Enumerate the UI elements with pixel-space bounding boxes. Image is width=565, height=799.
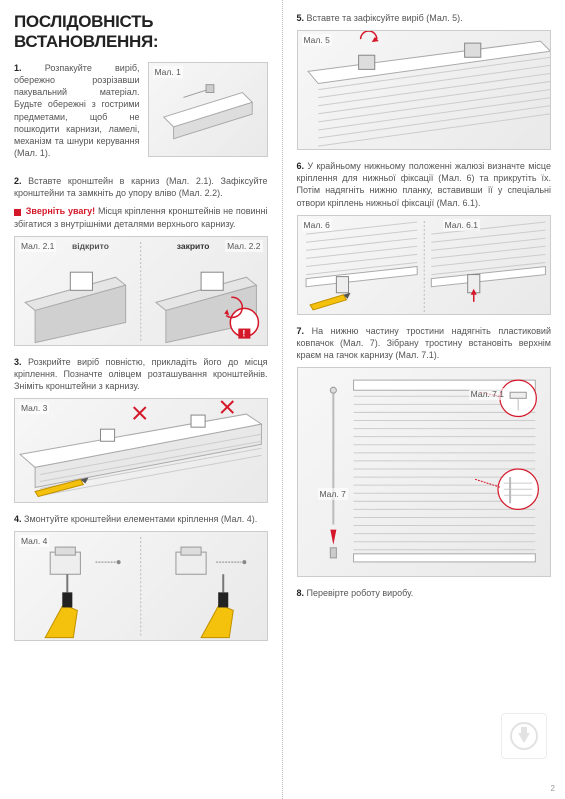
step-4-text: 4. Змонтуйте кронштейни елементами кріпл… xyxy=(14,513,268,525)
step-3-text: 3. Розкрийте виріб повністю, прикладіть … xyxy=(14,356,268,392)
step-8-body: Перевірте роботу виробу. xyxy=(307,588,414,598)
step-5-body: Вставте та зафіксуйте виріб (Мал. 5). xyxy=(307,13,463,23)
figure-4-label: Мал. 4 xyxy=(19,535,49,547)
step-1-body: Розпакуйте виріб, обережно розрізавши па… xyxy=(14,63,140,158)
figure-22-label: Мал. 2.2 xyxy=(225,240,262,252)
step-5: 5. Вставте та зафіксуйте виріб (Мал. 5).… xyxy=(297,12,552,150)
figure-7: Мал. 7 Мал. 7.1 xyxy=(297,367,552,577)
step-3-body: Розкрийте виріб повністю, прикладіть йог… xyxy=(14,357,268,391)
step-2-text: 2. Вставте кронштейн в карниз (Мал. 2.1)… xyxy=(14,175,268,199)
figure-4: Мал. 4 xyxy=(14,531,268,641)
step-5-num: 5. xyxy=(297,13,305,23)
figure-7-label: Мал. 7 xyxy=(318,488,348,500)
step-4-body: Змонтуйте кронштейни елементами кріпленн… xyxy=(24,514,257,524)
warning-icon xyxy=(14,209,21,216)
figure-6: Мал. 6 Мал. 6.1 xyxy=(297,215,552,315)
figure-71-label: Мал. 7.1 xyxy=(469,388,506,400)
step-4: 4. Змонтуйте кронштейни елементами кріпл… xyxy=(14,513,268,641)
right-column: 5. Вставте та зафіксуйте виріб (Мал. 5).… xyxy=(283,0,565,799)
step-5-text: 5. Вставте та зафіксуйте виріб (Мал. 5). xyxy=(297,12,552,24)
step-2: 2. Вставте кронштейн в карниз (Мал. 2.1)… xyxy=(14,175,268,346)
step-7-body: На нижню частину тростини надягніть плас… xyxy=(297,326,552,360)
step-2-num: 2. xyxy=(14,176,22,186)
step-8-num: 8. xyxy=(297,588,305,598)
step-6-num: 6. xyxy=(297,161,305,171)
page-number: 2 xyxy=(551,784,555,793)
figure-3: Мал. 3 xyxy=(14,398,268,503)
figure-5: Мал. 5 xyxy=(297,30,552,150)
left-column: ПОСЛІДОВНІСТЬ ВСТАНОВЛЕННЯ: 1. Розпакуйт… xyxy=(0,0,283,799)
step-6-text: 6. У крайньому нижньому положенні жалюзі… xyxy=(297,160,552,209)
figure-2: Мал. 2.1 Мал. 2.2 відкрито закрито ! xyxy=(14,236,268,346)
figure-61-label: Мал. 6.1 xyxy=(443,219,480,231)
step-7-text: 7. На нижню частину тростини надягніть п… xyxy=(297,325,552,361)
fig6-svg xyxy=(298,216,551,315)
fig5-svg xyxy=(298,31,550,150)
step-4-num: 4. xyxy=(14,514,22,524)
fig3-svg xyxy=(15,399,266,503)
figure-3-label: Мал. 3 xyxy=(19,402,49,414)
step-1-num: 1. xyxy=(14,63,22,73)
fig2-svg: ! xyxy=(15,237,266,346)
closed-label: закрито xyxy=(175,240,212,252)
svg-text:!: ! xyxy=(242,328,245,338)
step-2-warn-label: Зверніть увагу! xyxy=(26,206,95,216)
figure-5-label: Мал. 5 xyxy=(302,34,332,46)
step-1: 1. Розпакуйте виріб, обережно розрізавши… xyxy=(14,62,268,165)
step-2-body: Вставте кронштейн в карниз (Мал. 2.1). З… xyxy=(14,176,268,198)
page-title: ПОСЛІДОВНІСТЬ ВСТАНОВЛЕННЯ: xyxy=(14,12,268,52)
step-7: 7. На нижню частину тростини надягніть п… xyxy=(297,325,552,577)
watermark-icon xyxy=(501,713,547,759)
figure-6-label: Мал. 6 xyxy=(302,219,332,231)
step-7-num: 7. xyxy=(297,326,305,336)
step-6: 6. У крайньому нижньому положенні жалюзі… xyxy=(297,160,552,315)
step-6-body: У крайньому нижньому положенні жалюзі ви… xyxy=(297,161,552,207)
step-2-warning: Зверніть увагу! Місця кріплення кронштей… xyxy=(14,205,268,229)
step-1-text: 1. Розпакуйте виріб, обережно розрізавши… xyxy=(14,62,140,159)
figure-1-label: Мал. 1 xyxy=(153,66,183,78)
fig4-svg xyxy=(15,532,266,641)
step-8-text: 8. Перевірте роботу виробу. xyxy=(297,587,552,599)
step-3-num: 3. xyxy=(14,357,22,367)
step-8: 8. Перевірте роботу виробу. xyxy=(297,587,552,599)
fig7-svg xyxy=(298,368,550,577)
step-3: 3. Розкрийте виріб повністю, прикладіть … xyxy=(14,356,268,503)
figure-21-label: Мал. 2.1 xyxy=(19,240,56,252)
figure-1: Мал. 1 xyxy=(148,62,268,157)
open-label: відкрито xyxy=(70,240,111,252)
